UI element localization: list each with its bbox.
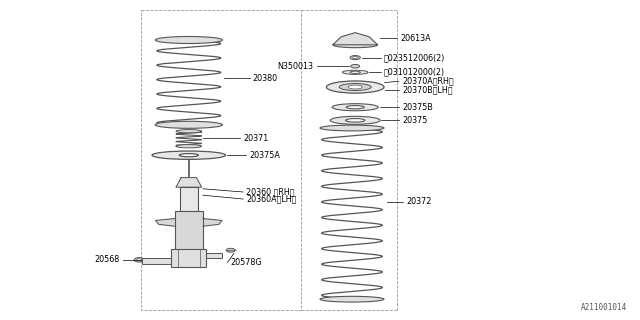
Text: 20360 〈RH〉: 20360 〈RH〉 xyxy=(246,188,295,196)
Text: 20375A: 20375A xyxy=(250,151,280,160)
Text: 20568: 20568 xyxy=(95,255,120,264)
Ellipse shape xyxy=(134,258,145,262)
Text: 20613A: 20613A xyxy=(400,34,431,43)
Ellipse shape xyxy=(137,259,142,261)
Text: 20375: 20375 xyxy=(402,116,428,125)
Ellipse shape xyxy=(176,145,202,148)
Ellipse shape xyxy=(320,296,384,302)
Text: Ⓝ023512006(2): Ⓝ023512006(2) xyxy=(384,53,445,62)
Text: 20371: 20371 xyxy=(243,134,268,143)
Ellipse shape xyxy=(339,84,371,91)
FancyBboxPatch shape xyxy=(172,250,206,267)
Ellipse shape xyxy=(332,104,378,111)
Ellipse shape xyxy=(176,130,202,133)
FancyBboxPatch shape xyxy=(180,187,198,238)
Ellipse shape xyxy=(351,64,360,68)
Ellipse shape xyxy=(152,151,226,159)
Ellipse shape xyxy=(326,81,384,93)
Text: 20380: 20380 xyxy=(253,74,278,83)
Text: 20360A〈LH〉: 20360A〈LH〉 xyxy=(246,195,297,204)
Ellipse shape xyxy=(155,121,223,128)
Ellipse shape xyxy=(346,106,364,109)
Ellipse shape xyxy=(333,42,378,48)
Text: 20578G: 20578G xyxy=(231,258,262,267)
Ellipse shape xyxy=(348,85,362,89)
Ellipse shape xyxy=(353,56,358,59)
Text: A211001014: A211001014 xyxy=(581,303,627,312)
Text: N350013: N350013 xyxy=(278,62,314,71)
Ellipse shape xyxy=(155,36,223,44)
Text: Ⓠ031012000(2): Ⓠ031012000(2) xyxy=(384,68,445,77)
FancyBboxPatch shape xyxy=(142,258,172,264)
Polygon shape xyxy=(176,178,202,187)
Ellipse shape xyxy=(350,71,360,73)
Text: 20372: 20372 xyxy=(406,197,432,206)
Polygon shape xyxy=(203,219,222,226)
FancyBboxPatch shape xyxy=(175,211,203,253)
Ellipse shape xyxy=(330,116,380,124)
Text: 20370A〈RH〉: 20370A〈RH〉 xyxy=(402,77,454,86)
Polygon shape xyxy=(156,219,175,226)
Ellipse shape xyxy=(320,125,384,131)
Ellipse shape xyxy=(350,56,360,60)
Text: 20375B: 20375B xyxy=(402,103,433,112)
FancyBboxPatch shape xyxy=(206,253,223,258)
Ellipse shape xyxy=(179,154,198,157)
Ellipse shape xyxy=(227,248,236,252)
Polygon shape xyxy=(333,33,378,45)
Text: 20370B〈LH〉: 20370B〈LH〉 xyxy=(402,85,452,94)
Ellipse shape xyxy=(346,118,365,122)
Ellipse shape xyxy=(342,70,368,74)
